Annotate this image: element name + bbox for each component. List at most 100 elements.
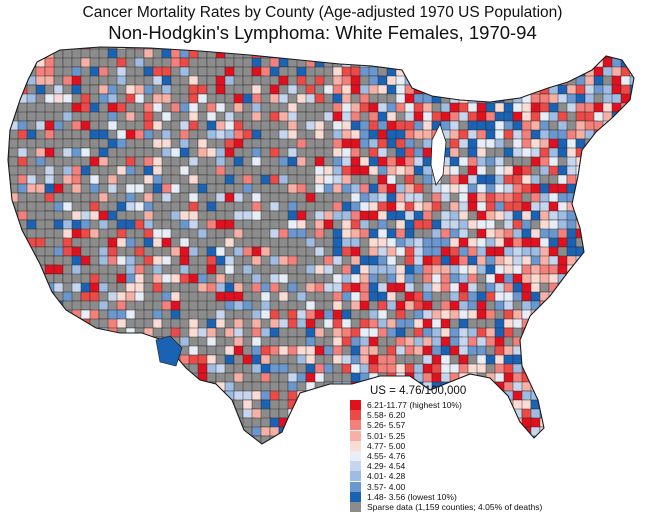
county-cell (134, 354, 145, 366)
county-cell (449, 75, 460, 86)
county-cell (44, 66, 56, 77)
county-cell (179, 84, 190, 96)
county-cell (8, 201, 10, 213)
county-cell (107, 435, 118, 444)
county-cell (602, 282, 615, 294)
county-cell (413, 300, 424, 311)
county-cell (566, 327, 578, 338)
county-cell (143, 309, 154, 320)
county-cell (467, 228, 479, 240)
county-cell (26, 435, 39, 444)
county-cell (377, 264, 388, 276)
county-cell (557, 183, 568, 194)
county-cell (206, 48, 218, 60)
county-cell (242, 47, 255, 51)
county-cell (224, 435, 236, 444)
county-cell (224, 192, 235, 204)
county-cell (593, 201, 607, 212)
county-cell (251, 318, 263, 330)
county-cell (35, 300, 48, 312)
county-cell (629, 273, 634, 284)
county-cell (512, 120, 524, 131)
county-cell (17, 327, 30, 338)
county-cell (143, 282, 155, 294)
county-cell (449, 237, 461, 249)
county-cell (620, 174, 634, 185)
county-cell (44, 129, 55, 140)
county-cell (224, 381, 236, 393)
county-cell (224, 66, 236, 78)
county-cell (179, 435, 192, 444)
county-cell (152, 165, 164, 176)
county-cell (180, 445, 190, 455)
legend-item: 5.58- 6.20 (350, 410, 640, 421)
county-cell (143, 138, 154, 149)
county-cell (386, 192, 397, 204)
county-cell (152, 408, 166, 419)
county-cell (639, 274, 645, 284)
county-cell (134, 435, 147, 444)
county-cell (251, 129, 262, 141)
county-cell (503, 372, 515, 384)
county-cell (107, 219, 119, 230)
county-cell (8, 273, 11, 284)
county-cell (413, 201, 424, 213)
county-cell (620, 318, 631, 329)
county-cell (575, 165, 587, 177)
county-cell (377, 129, 388, 140)
county-cell (575, 363, 588, 374)
county-cell (584, 309, 598, 322)
county-cell (269, 57, 281, 69)
county-cell (639, 184, 645, 193)
county-cell (341, 102, 353, 114)
county-cell (89, 111, 101, 123)
county-cell (620, 120, 634, 132)
county-cell (17, 399, 30, 412)
county-cell (188, 435, 202, 444)
county-cell (35, 47, 48, 51)
county-cell (602, 273, 613, 285)
county-cell (557, 156, 569, 167)
county-cell (611, 282, 625, 295)
county-cell (287, 102, 299, 114)
county-cell (17, 291, 29, 302)
county-cell (35, 309, 46, 320)
county-cell (8, 228, 20, 239)
county-cell (639, 292, 645, 301)
county-cell (152, 363, 163, 374)
county-cell (548, 327, 560, 338)
county-cell (26, 219, 38, 230)
county-cell (584, 201, 596, 213)
county-cell (539, 47, 550, 50)
county-cell (639, 337, 645, 346)
county-cell (251, 111, 263, 122)
county-cell (8, 345, 13, 357)
county-cell (80, 417, 94, 428)
county-cell (611, 48, 625, 59)
county-cell (584, 318, 595, 331)
county-cell (71, 354, 84, 366)
county-cell (521, 264, 532, 276)
county-cell (404, 48, 415, 60)
county-cell (26, 426, 40, 438)
county-cell (296, 192, 308, 204)
county-cell (431, 336, 443, 348)
county-cell (530, 309, 544, 322)
county-cell (314, 228, 325, 240)
county-cell (8, 417, 10, 428)
county-cell (629, 354, 634, 365)
legend-label: 4.77- 5.00 (367, 440, 406, 451)
county-cell (458, 309, 469, 321)
county-cell (278, 318, 290, 329)
county-cell (305, 228, 317, 240)
county-cell (62, 345, 75, 358)
county-cell (629, 156, 634, 167)
county-cell (8, 228, 12, 240)
county-cell (548, 192, 560, 203)
legend-label: 4.01- 4.28 (367, 471, 406, 482)
county-cell (35, 435, 46, 444)
county-cell (440, 47, 454, 52)
county-cell (530, 165, 541, 177)
county-cell (17, 174, 28, 185)
county-cell (602, 363, 613, 376)
